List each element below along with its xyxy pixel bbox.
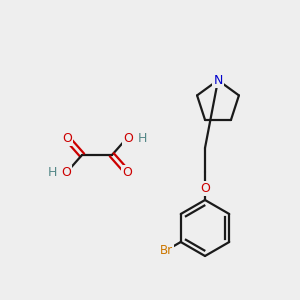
Text: Br: Br bbox=[160, 244, 172, 257]
Text: N: N bbox=[213, 74, 223, 87]
Text: O: O bbox=[62, 131, 72, 145]
Text: H: H bbox=[137, 131, 147, 145]
Text: O: O bbox=[122, 166, 132, 178]
Text: O: O bbox=[200, 182, 210, 194]
Text: O: O bbox=[61, 166, 71, 178]
Text: H: H bbox=[47, 166, 57, 178]
Text: O: O bbox=[123, 131, 133, 145]
